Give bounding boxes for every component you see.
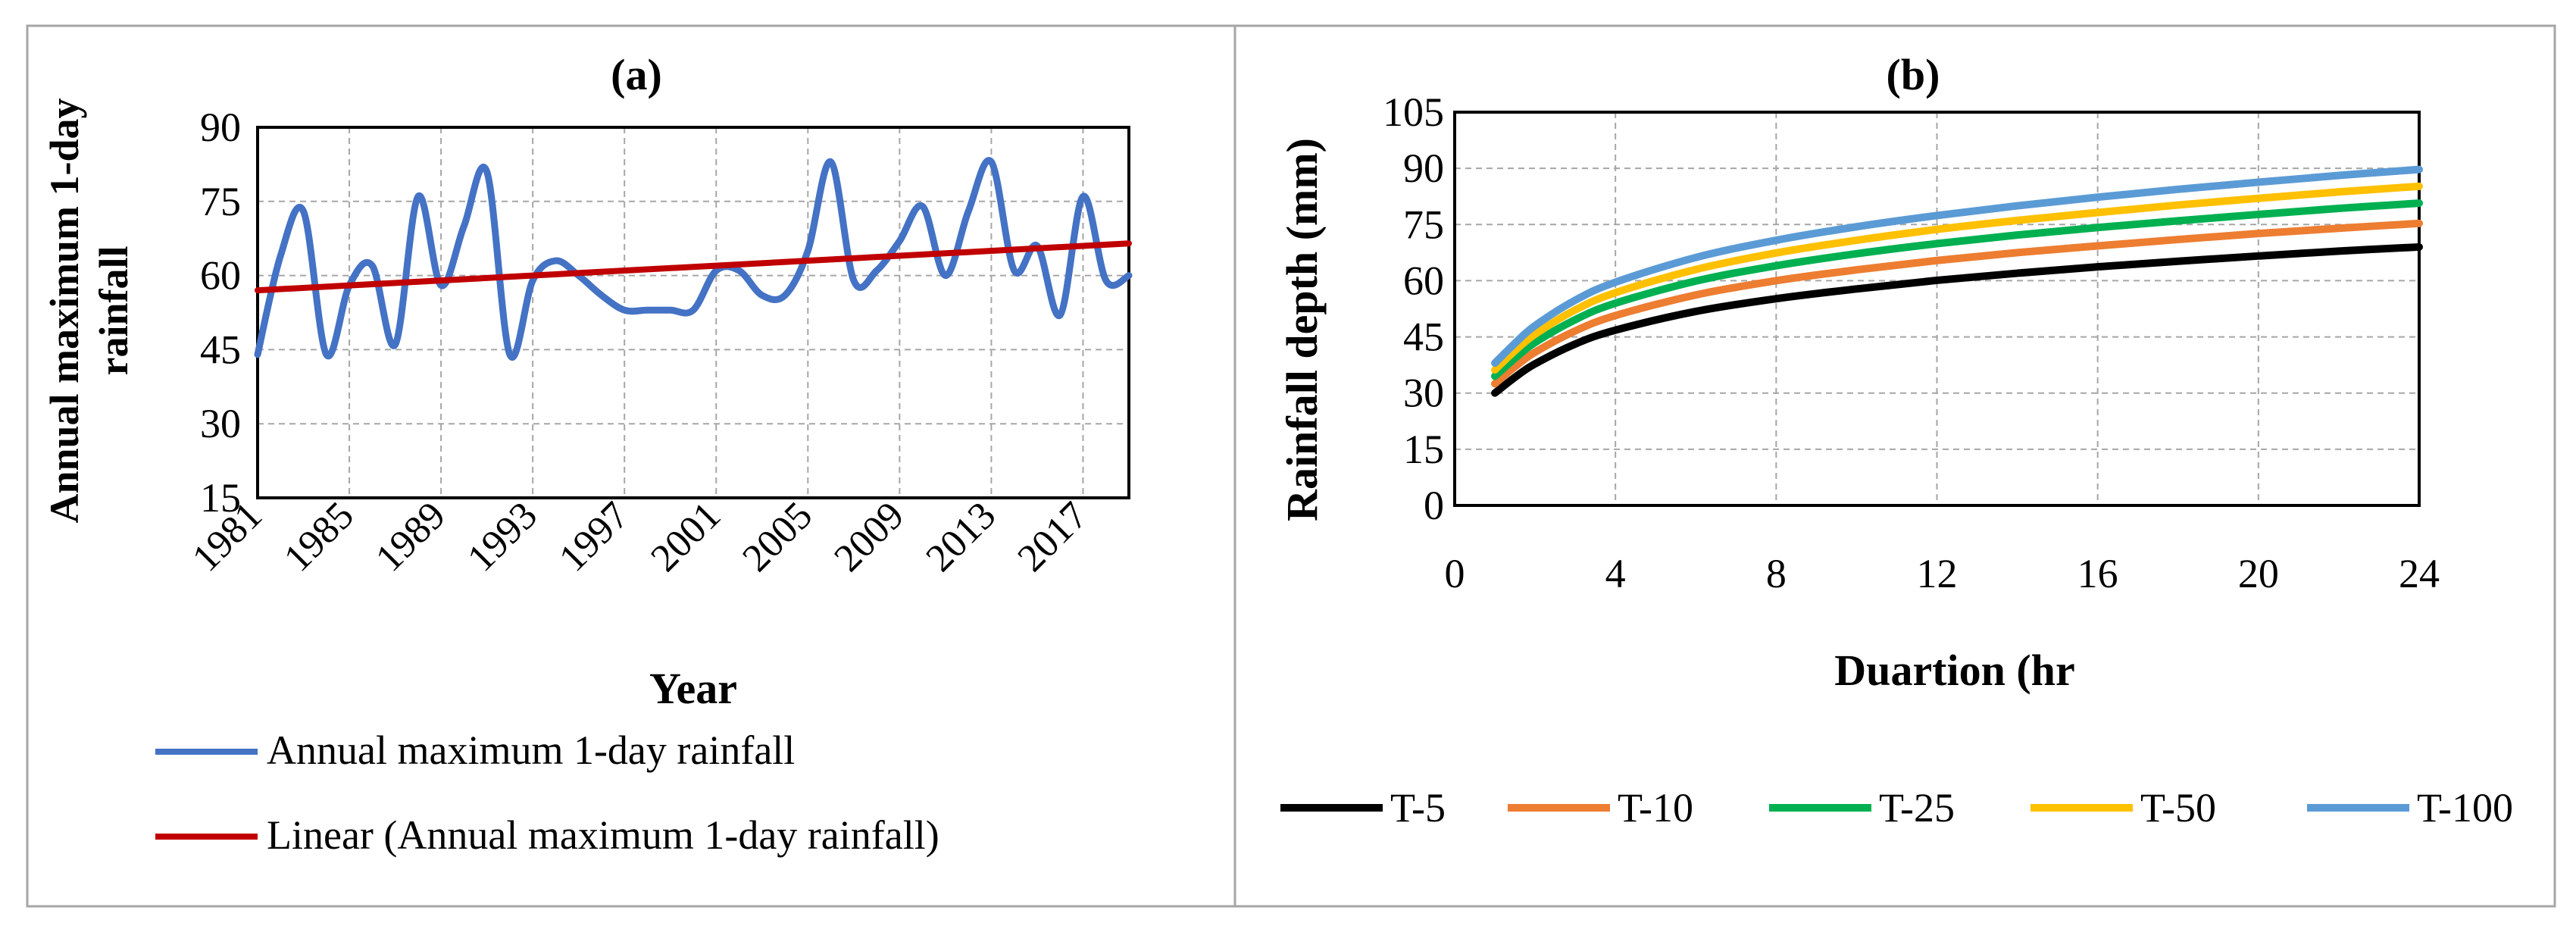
series-line-a-1 <box>255 240 1132 294</box>
legend-label-t-50: T-50 <box>2140 785 2216 831</box>
y-axis-title-a-line2: rainfall <box>91 246 136 376</box>
y-tick-label-b: 30 <box>1403 371 1444 416</box>
y-axis-title-a-line1: Annual maximum 1-day <box>42 98 87 523</box>
x-tick-label-a: 1981 <box>184 494 270 580</box>
y-tick-label-b: 90 <box>1403 145 1444 191</box>
plot-frame-b <box>1453 111 2421 507</box>
x-tick-label-a: 2017 <box>1010 494 1096 580</box>
legend-label-t-100: T-100 <box>2417 785 2513 831</box>
x-tick-label-a: 2009 <box>826 494 912 580</box>
x-tick-label-a: 1989 <box>367 494 454 580</box>
series-line-t-100 <box>1491 165 2423 368</box>
legend-item-t-25: T-25 <box>1769 785 1955 831</box>
x-tick-label-b: 20 <box>2238 551 2279 596</box>
y-tick-label-a: 90 <box>200 105 241 150</box>
y-tick-label-a: 75 <box>200 179 241 224</box>
legend-item-t-10: T-10 <box>1508 785 1693 831</box>
y-tick-label-b: 75 <box>1403 202 1444 247</box>
chart-panel-a: 15 30 45 60 75 90 1981 1985 1989 1993 1997 2001 2005… <box>42 50 1133 858</box>
x-axis-title-b: Duartion (hr <box>1834 646 2074 695</box>
series-line-t-5 <box>1491 242 2423 397</box>
series-line-t-50 <box>1491 182 2423 374</box>
x-tick-label-b: 16 <box>2077 551 2118 596</box>
legend-label-t-25: T-25 <box>1879 785 1955 831</box>
x-axis-title-a: Year <box>649 664 737 713</box>
series-line-a-0 <box>254 157 1133 361</box>
plot-area-b <box>1491 165 2423 397</box>
x-tick-label-a: 1985 <box>276 494 362 580</box>
legend-a: Annual maximum 1-day rainfall Linear (An… <box>155 727 939 858</box>
legend-item-t-50: T-50 <box>2030 785 2216 831</box>
x-tick-label-b: 0 <box>1445 551 1465 596</box>
legend-b: T-5 T-10 T-25 T-50 T-100 <box>1280 785 2513 831</box>
plot-frame-a <box>256 126 1130 499</box>
x-tick-label-a: 2005 <box>734 494 821 580</box>
panel-label-b: (b) <box>1887 50 1940 99</box>
legend-label-t-5: T-5 <box>1390 785 1446 831</box>
y-tick-label-b: 0 <box>1424 483 1444 528</box>
y-axis-title-b: Rainfall depth (mm) <box>1277 138 1327 521</box>
x-tick-label-b: 12 <box>1917 551 1958 596</box>
x-tick-label-b: 8 <box>1766 551 1787 596</box>
plot-area-a <box>254 157 1133 361</box>
chart-panel-b: 0 15 30 45 60 75 90 105 0 4 8 12 16 20 24 (b) Rainfall… <box>1277 50 2513 831</box>
legend-label-linear-trend: Linear (Annual maximum 1-day rainfall) <box>267 812 939 858</box>
x-tick-label-a: 2001 <box>642 494 729 580</box>
y-tick-label-b: 105 <box>1383 89 1444 135</box>
x-tick-label-a: 2013 <box>918 494 1005 580</box>
y-tick-label-a: 30 <box>200 401 241 446</box>
x-tick-label-b: 24 <box>2399 551 2440 596</box>
legend-label-annual-max: Annual maximum 1-day rainfall <box>267 727 795 773</box>
y-tick-label-a: 60 <box>200 253 241 299</box>
y-tick-label-b: 60 <box>1403 258 1444 303</box>
y-tick-label-a: 15 <box>200 475 241 521</box>
legend-item-linear-trend: Linear (Annual maximum 1-day rainfall) <box>155 812 939 858</box>
legend-item-t-5: T-5 <box>1280 785 1446 831</box>
series-line-t-10 <box>1491 219 2423 388</box>
x-tick-label-a: 1997 <box>551 494 637 580</box>
grid-b: 0 15 30 45 60 75 90 105 0 4 8 12 16 20 24 <box>1383 89 2440 596</box>
y-tick-label-b: 45 <box>1403 314 1444 360</box>
series-line-t-25 <box>1491 199 2423 380</box>
legend-label-t-10: T-10 <box>1618 785 1693 831</box>
x-tick-label-b: 4 <box>1605 551 1626 596</box>
y-tick-label-b: 15 <box>1403 427 1444 472</box>
y-tick-label-a: 45 <box>200 327 241 372</box>
legend-item-annual-max: Annual maximum 1-day rainfall <box>155 727 795 773</box>
panel-label-a: (a) <box>611 50 662 99</box>
figure-border <box>26 24 2556 908</box>
x-tick-label-a: 1993 <box>459 494 546 580</box>
legend-item-t-100: T-100 <box>2307 785 2513 831</box>
